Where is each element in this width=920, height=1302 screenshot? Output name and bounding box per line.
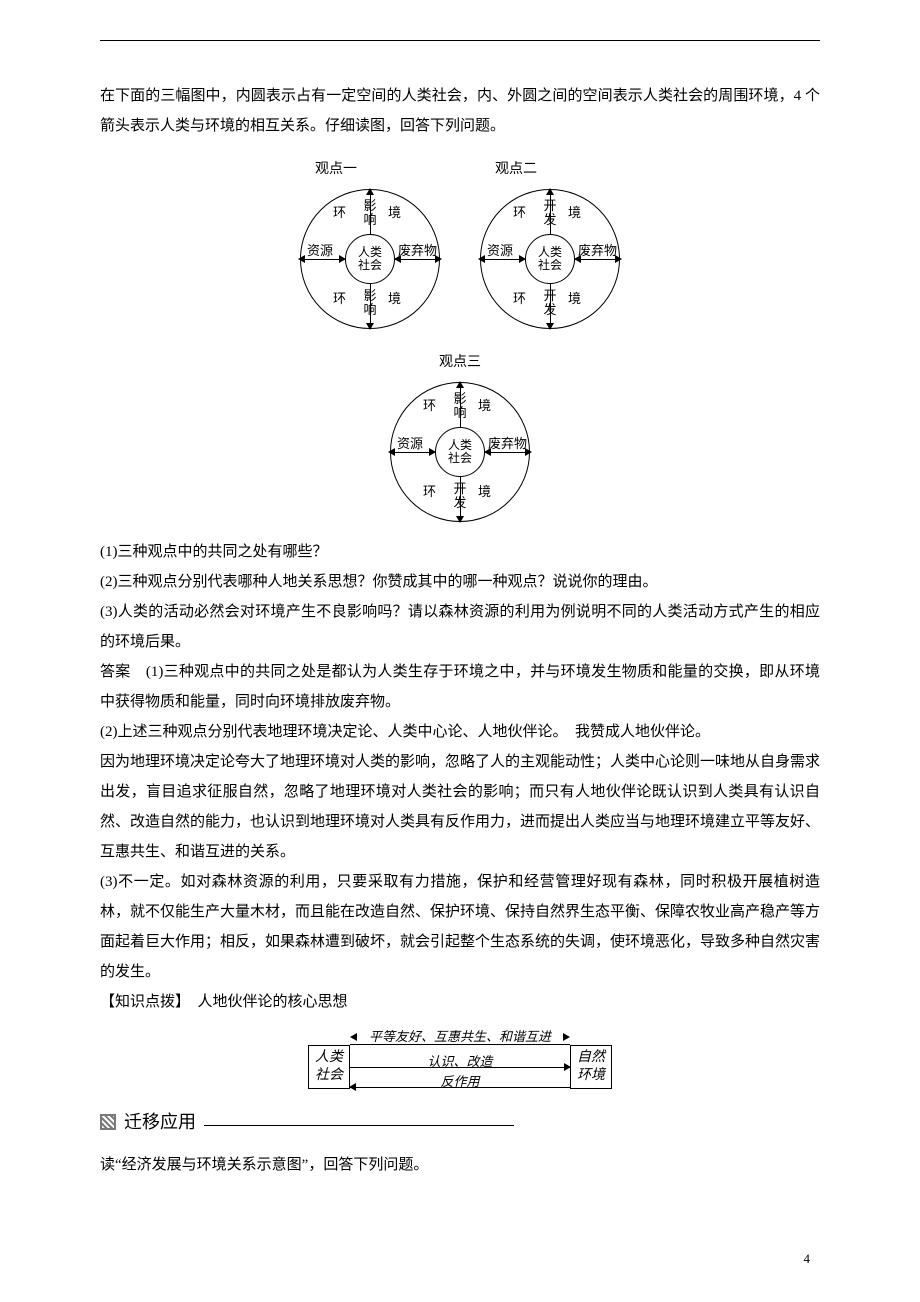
intro-paragraph: 在下面的三幅图中，内圆表示占有一定空间的人类社会，内、外圆之间的空间表示人类社会… (100, 81, 820, 141)
top-rule (100, 40, 820, 41)
question-3: (3)人类的活动必然会对环境产生不良影响吗？请以森林资源的利用为例说明不同的人类… (100, 597, 820, 657)
answer-label: 答案 (100, 664, 131, 680)
concept-diagram: 人类 社会 平等友好、互惠共生、和谐互进 认识、改造 反作用 自然 环境 (100, 1027, 820, 1089)
diagram-view3: 观点三 环 影响 境 资源 废弃物 环 开发 境 人类 社会 (385, 349, 535, 527)
question-1: (1)三种观点中的共同之处有哪些？ (100, 537, 820, 567)
diagram-view1: 观点一 环 影响 境 资源 废弃物 环 影响 境 人类 社会 (295, 156, 445, 334)
tips-label: 【知识点拨】 人地伙伴论的核心思想 (100, 987, 820, 1017)
diagram-label: 观点三 (385, 349, 535, 377)
section-title: 迁移应用 (124, 1104, 196, 1140)
diagrams-row-1: 观点一 环 影响 境 资源 废弃物 环 影响 境 人类 社会 观点二 (100, 156, 820, 334)
section-rule (204, 1125, 514, 1126)
concept-right-box: 自然 环境 (570, 1045, 612, 1089)
section-header: 迁移应用 (100, 1104, 820, 1140)
answer-2a: (2)上述三种观点分别代表地理环境决定论、人类中心论、人地伙伴论。 我赞成人地伙… (100, 717, 820, 747)
question-2: (2)三种观点分别代表哪种人地关系思想？你赞成其中的哪一种观点？说说你的理由。 (100, 567, 820, 597)
page-number: 4 (804, 1246, 811, 1272)
circle-diagram-icon: 环 开发 境 资源 废弃物 环 开发 境 人类 社会 (475, 184, 625, 334)
concept-left-box: 人类 社会 (308, 1045, 350, 1089)
diagrams-row-2: 观点三 环 影响 境 资源 废弃物 环 开发 境 人类 社会 (100, 349, 820, 527)
section-icon (100, 1114, 116, 1130)
circle-diagram-icon: 环 影响 境 资源 废弃物 环 影响 境 人类 社会 (295, 184, 445, 334)
bottom-paragraph: 读“经济发展与环境关系示意图”，回答下列问题。 (100, 1150, 820, 1180)
concept-middle: 平等友好、互惠共生、和谐互进 认识、改造 反作用 (350, 1027, 570, 1089)
diagram-label: 观点二 (475, 156, 625, 184)
diagram-label: 观点一 (295, 156, 445, 184)
circle-diagram-icon: 环 影响 境 资源 废弃物 环 开发 境 人类 社会 (385, 377, 535, 527)
answer-1: 答案 (1)三种观点中的共同之处是都认为人类生存于环境之中，并与环境发生物质和能… (100, 657, 820, 717)
answer-2b: 因为地理环境决定论夸大了地理环境对人类的影响，忽略了人的主观能动性；人类中心论则… (100, 747, 820, 867)
diagram-view2: 观点二 环 开发 境 资源 废弃物 环 开发 境 人类 社会 (475, 156, 625, 334)
answer-3: (3)不一定。如对森林资源的利用，只要采取有力措施，保护和经营管理好现有森林，同… (100, 867, 820, 987)
